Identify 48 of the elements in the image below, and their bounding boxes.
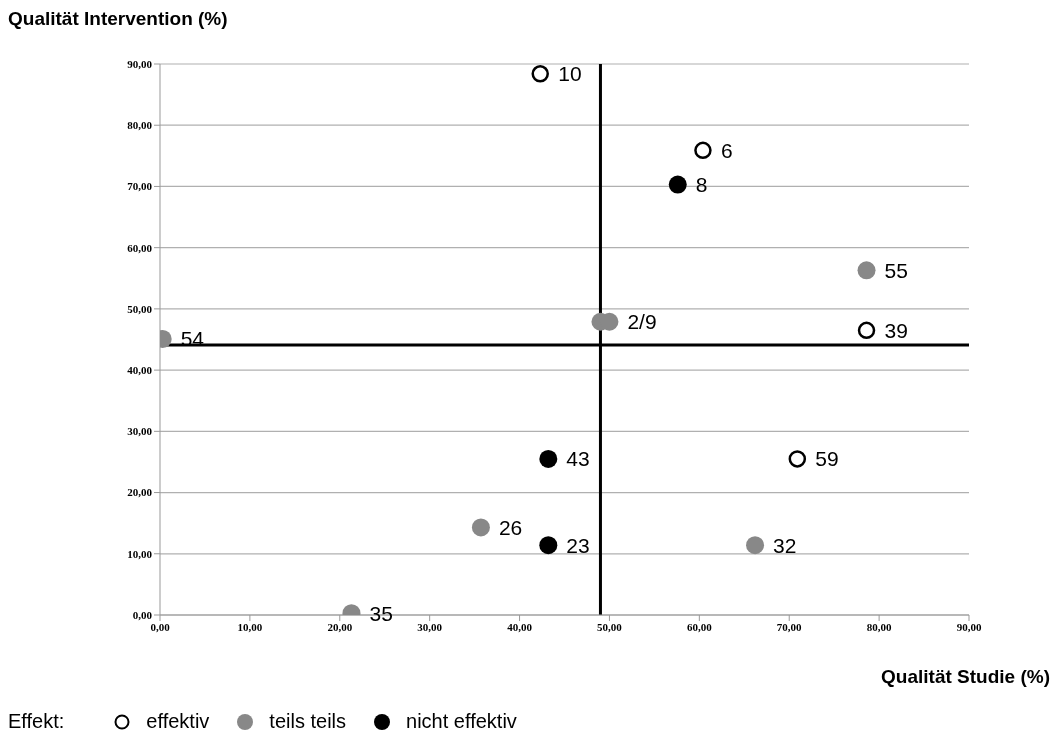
y-axis-title: Qualität Intervention (%)	[8, 8, 228, 30]
x-axis-title: Qualität Studie (%)	[881, 666, 1050, 688]
legend-label: effektiv	[145, 710, 210, 733]
annotation: 2/9	[627, 310, 657, 334]
y-tick-label: 10,00	[127, 547, 153, 560]
y-tick-label: 70,00	[127, 180, 153, 193]
x-tick-label: 70,00	[776, 620, 803, 633]
x-tick-label: 0,00	[150, 620, 171, 633]
annotation: 26	[498, 515, 523, 539]
annotation: 55	[884, 258, 908, 282]
annotation: 59	[815, 447, 839, 471]
y-tick-label: 20,00	[127, 486, 153, 499]
point	[788, 450, 807, 468]
annotation: 32	[773, 533, 797, 557]
annotation: 39	[884, 318, 908, 342]
y-tick-label: 50,00	[127, 302, 153, 315]
x-tick-label: 50,00	[597, 620, 623, 633]
y-tick-label: 40,00	[127, 364, 153, 377]
point	[668, 175, 687, 194]
annotation: 8	[695, 173, 708, 197]
x-tick-label: 90,00	[956, 620, 982, 633]
annotation: 35	[369, 601, 393, 625]
x-tick-label: 20,00	[327, 620, 353, 633]
point	[531, 65, 549, 83]
annotation: 23	[566, 533, 590, 557]
y-tick-label: 90,00	[127, 57, 153, 70]
x-tick-label: 60,00	[686, 620, 713, 633]
annotation: 43	[566, 447, 590, 471]
point	[539, 536, 558, 555]
point	[746, 536, 765, 555]
y-tick-label: 60,00	[127, 241, 153, 254]
point	[539, 449, 558, 468]
point	[857, 261, 876, 280]
point	[694, 141, 712, 160]
y-tick-label: 0,00	[132, 608, 153, 621]
legend-label: teils teils	[268, 710, 347, 733]
x-tick-label: 80,00	[866, 620, 892, 633]
y-tick-label: 80,00	[127, 119, 153, 132]
x-tick-label: 40,00	[507, 620, 533, 633]
x-tick-label: 10,00	[237, 620, 263, 633]
x-tick-label: 30,00	[417, 620, 443, 633]
legend-label: nicht effektiv	[405, 710, 517, 733]
point	[471, 518, 490, 537]
legend-title: Effekt:	[8, 710, 65, 733]
point	[857, 321, 876, 340]
y-tick-label: 30,00	[127, 425, 153, 438]
annotation: 10	[558, 62, 582, 86]
annotation: 6	[720, 138, 733, 162]
